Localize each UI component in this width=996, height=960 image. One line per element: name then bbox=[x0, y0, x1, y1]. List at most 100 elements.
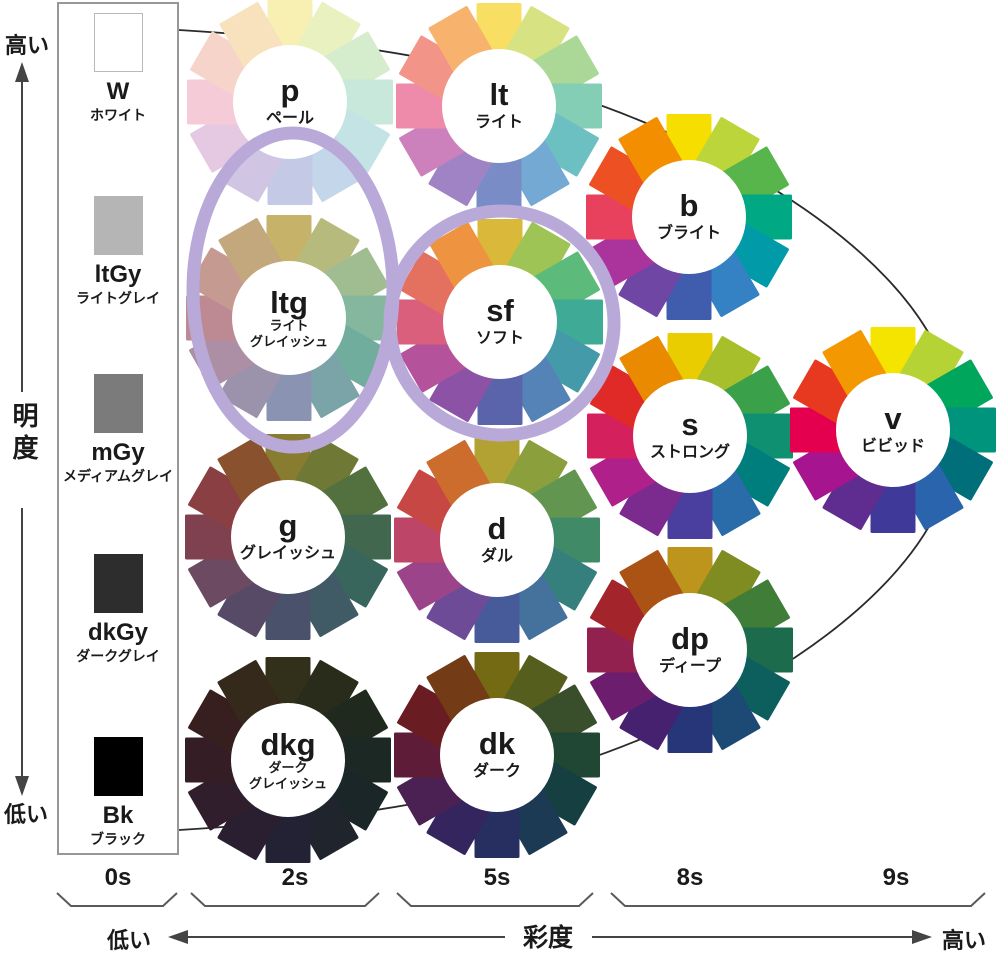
tone-code: s bbox=[681, 407, 699, 443]
grayscale-item-black: Bk ブラック bbox=[59, 737, 177, 846]
tone-wheel-ltg: ltg ライト グレイッシュ bbox=[184, 213, 394, 423]
tone-label: sf ソフト bbox=[395, 217, 605, 427]
grayscale-item-dark-gray: dkGy ダークグレイ bbox=[59, 554, 177, 663]
saturation-braces bbox=[56, 892, 986, 907]
tone-wheel-s: s ストロング bbox=[585, 331, 795, 541]
light-gray-swatch bbox=[93, 196, 143, 255]
grayscale-name: ブラック bbox=[90, 831, 146, 847]
tone-label: g グレイッシュ bbox=[183, 432, 393, 642]
tone-label: dkg ダーク グレイッシュ bbox=[183, 655, 393, 865]
saturation-tick-2s: 2s bbox=[281, 864, 309, 891]
tone-name: ダーク bbox=[268, 759, 308, 775]
tone-wheel-sf: sf ソフト bbox=[395, 217, 605, 427]
lightness-high-label: 高い bbox=[5, 33, 50, 58]
tone-label: ltg ライト グレイッシュ bbox=[184, 213, 394, 423]
tone-label: lt ライト bbox=[394, 1, 604, 211]
tone-code: g bbox=[278, 508, 298, 544]
black-swatch bbox=[93, 737, 143, 796]
grayscale-name: ライトグレイ bbox=[76, 290, 160, 306]
tone-code: p bbox=[280, 73, 300, 109]
tone-label: p ペール bbox=[185, 0, 395, 207]
tone-wheel-dk: dk ダーク bbox=[392, 650, 602, 860]
tone-code: d bbox=[487, 511, 507, 547]
white-swatch bbox=[93, 13, 143, 72]
tone-name: ソフト bbox=[475, 330, 524, 348]
tone-wheel-g: g グレイッシュ bbox=[183, 432, 393, 642]
tone-name: ライト bbox=[269, 317, 309, 333]
grayscale-name: ホワイト bbox=[90, 107, 146, 123]
tone-code: dp bbox=[671, 621, 709, 657]
tone-name: ビビッド bbox=[860, 438, 925, 456]
wheel-center bbox=[633, 593, 747, 707]
brace-5s bbox=[396, 892, 594, 907]
tone-name: グレイッシュ bbox=[248, 775, 327, 791]
tone-wheel-dkg: dkg ダーク グレイッシュ bbox=[183, 655, 393, 865]
saturation-tick-9s: 9s bbox=[882, 864, 910, 891]
tone-label: d ダル bbox=[392, 435, 602, 645]
tone-label: b ブライト bbox=[584, 112, 794, 322]
tone-name: ダーク bbox=[472, 763, 521, 781]
brace-0s bbox=[56, 892, 178, 907]
tone-code: dkg bbox=[260, 726, 316, 762]
tone-name: ブライト bbox=[656, 225, 721, 243]
tone-code: dk bbox=[478, 726, 516, 762]
tone-label: dk ダーク bbox=[392, 650, 602, 860]
lightness-low-label: 低い bbox=[4, 802, 49, 827]
tone-name: ダル bbox=[480, 548, 513, 566]
arrowhead-right bbox=[912, 930, 932, 944]
tone-label: dp ディープ bbox=[585, 545, 795, 755]
tone-name: ライト bbox=[474, 114, 523, 132]
tone-wheel-b: b ブライト bbox=[584, 112, 794, 322]
lightness-axis-label: 明度 bbox=[6, 398, 43, 470]
wheel-center bbox=[632, 160, 746, 274]
tone-name: ストロング bbox=[649, 444, 730, 462]
arrowhead-up bbox=[15, 62, 29, 82]
tone-code: lt bbox=[489, 77, 509, 113]
wheel-center bbox=[440, 483, 554, 597]
saturation-tick-8s: 8s bbox=[676, 864, 704, 891]
saturation-low-label: 低い bbox=[107, 928, 152, 953]
arrowhead-down bbox=[15, 776, 29, 796]
saturation-axis-label: 彩度 bbox=[519, 918, 578, 954]
grayscale-item-medium-gray: mGy メディアムグレイ bbox=[59, 374, 177, 483]
tone-label: v ビビッド bbox=[788, 325, 996, 535]
tone-wheel-lt: lt ライト bbox=[394, 1, 604, 211]
tone-wheel-dp: dp ディープ bbox=[585, 545, 795, 755]
medium-gray-swatch bbox=[93, 374, 143, 433]
grayscale-name: メディアムグレイ bbox=[62, 468, 174, 484]
arrowhead-left bbox=[168, 930, 188, 944]
wheel-center bbox=[836, 373, 950, 487]
grayscale-item-light-gray: ltGy ライトグレイ bbox=[59, 196, 177, 305]
tone-wheel-v: v ビビッド bbox=[788, 325, 996, 535]
wheel-center bbox=[440, 698, 554, 812]
grayscale-code: dkGy bbox=[87, 619, 149, 646]
dark-gray-swatch bbox=[93, 554, 143, 613]
brace-8s-9s bbox=[610, 892, 986, 907]
grayscale-name: ダークグレイ bbox=[76, 648, 160, 664]
tone-code: v bbox=[884, 401, 902, 437]
grayscale-code: mGy bbox=[91, 439, 145, 466]
tone-name: グレイッシュ bbox=[249, 333, 328, 349]
grayscale-item-white: W ホワイト bbox=[59, 13, 177, 122]
tone-wheel-p: p ペール bbox=[185, 0, 395, 207]
grayscale-code: Bk bbox=[102, 802, 134, 829]
grayscale-column: W ホワイト ltGy ライトグレイ mGy メディアムグレイ dkGy ダーク… bbox=[57, 2, 179, 855]
tone-code: ltg bbox=[270, 284, 308, 320]
tone-name: ペール bbox=[265, 110, 314, 128]
tone-name: グレイッシュ bbox=[239, 545, 336, 563]
tone-code: b bbox=[679, 188, 699, 224]
wheel-center bbox=[442, 49, 556, 163]
saturation-tick-0s: 0s bbox=[104, 864, 132, 891]
tone-name: ディープ bbox=[659, 658, 721, 676]
tone-label: s ストロング bbox=[585, 331, 795, 541]
grayscale-code: ltGy bbox=[94, 261, 142, 288]
wheel-center bbox=[633, 379, 747, 493]
brace-2s bbox=[190, 892, 380, 907]
wheel-center bbox=[231, 480, 345, 594]
saturation-high-label: 高い bbox=[942, 928, 987, 953]
wheel-center bbox=[231, 703, 345, 817]
tone-wheel-d: d ダル bbox=[392, 435, 602, 645]
grayscale-code: W bbox=[106, 78, 130, 105]
tone-code: sf bbox=[486, 293, 514, 329]
